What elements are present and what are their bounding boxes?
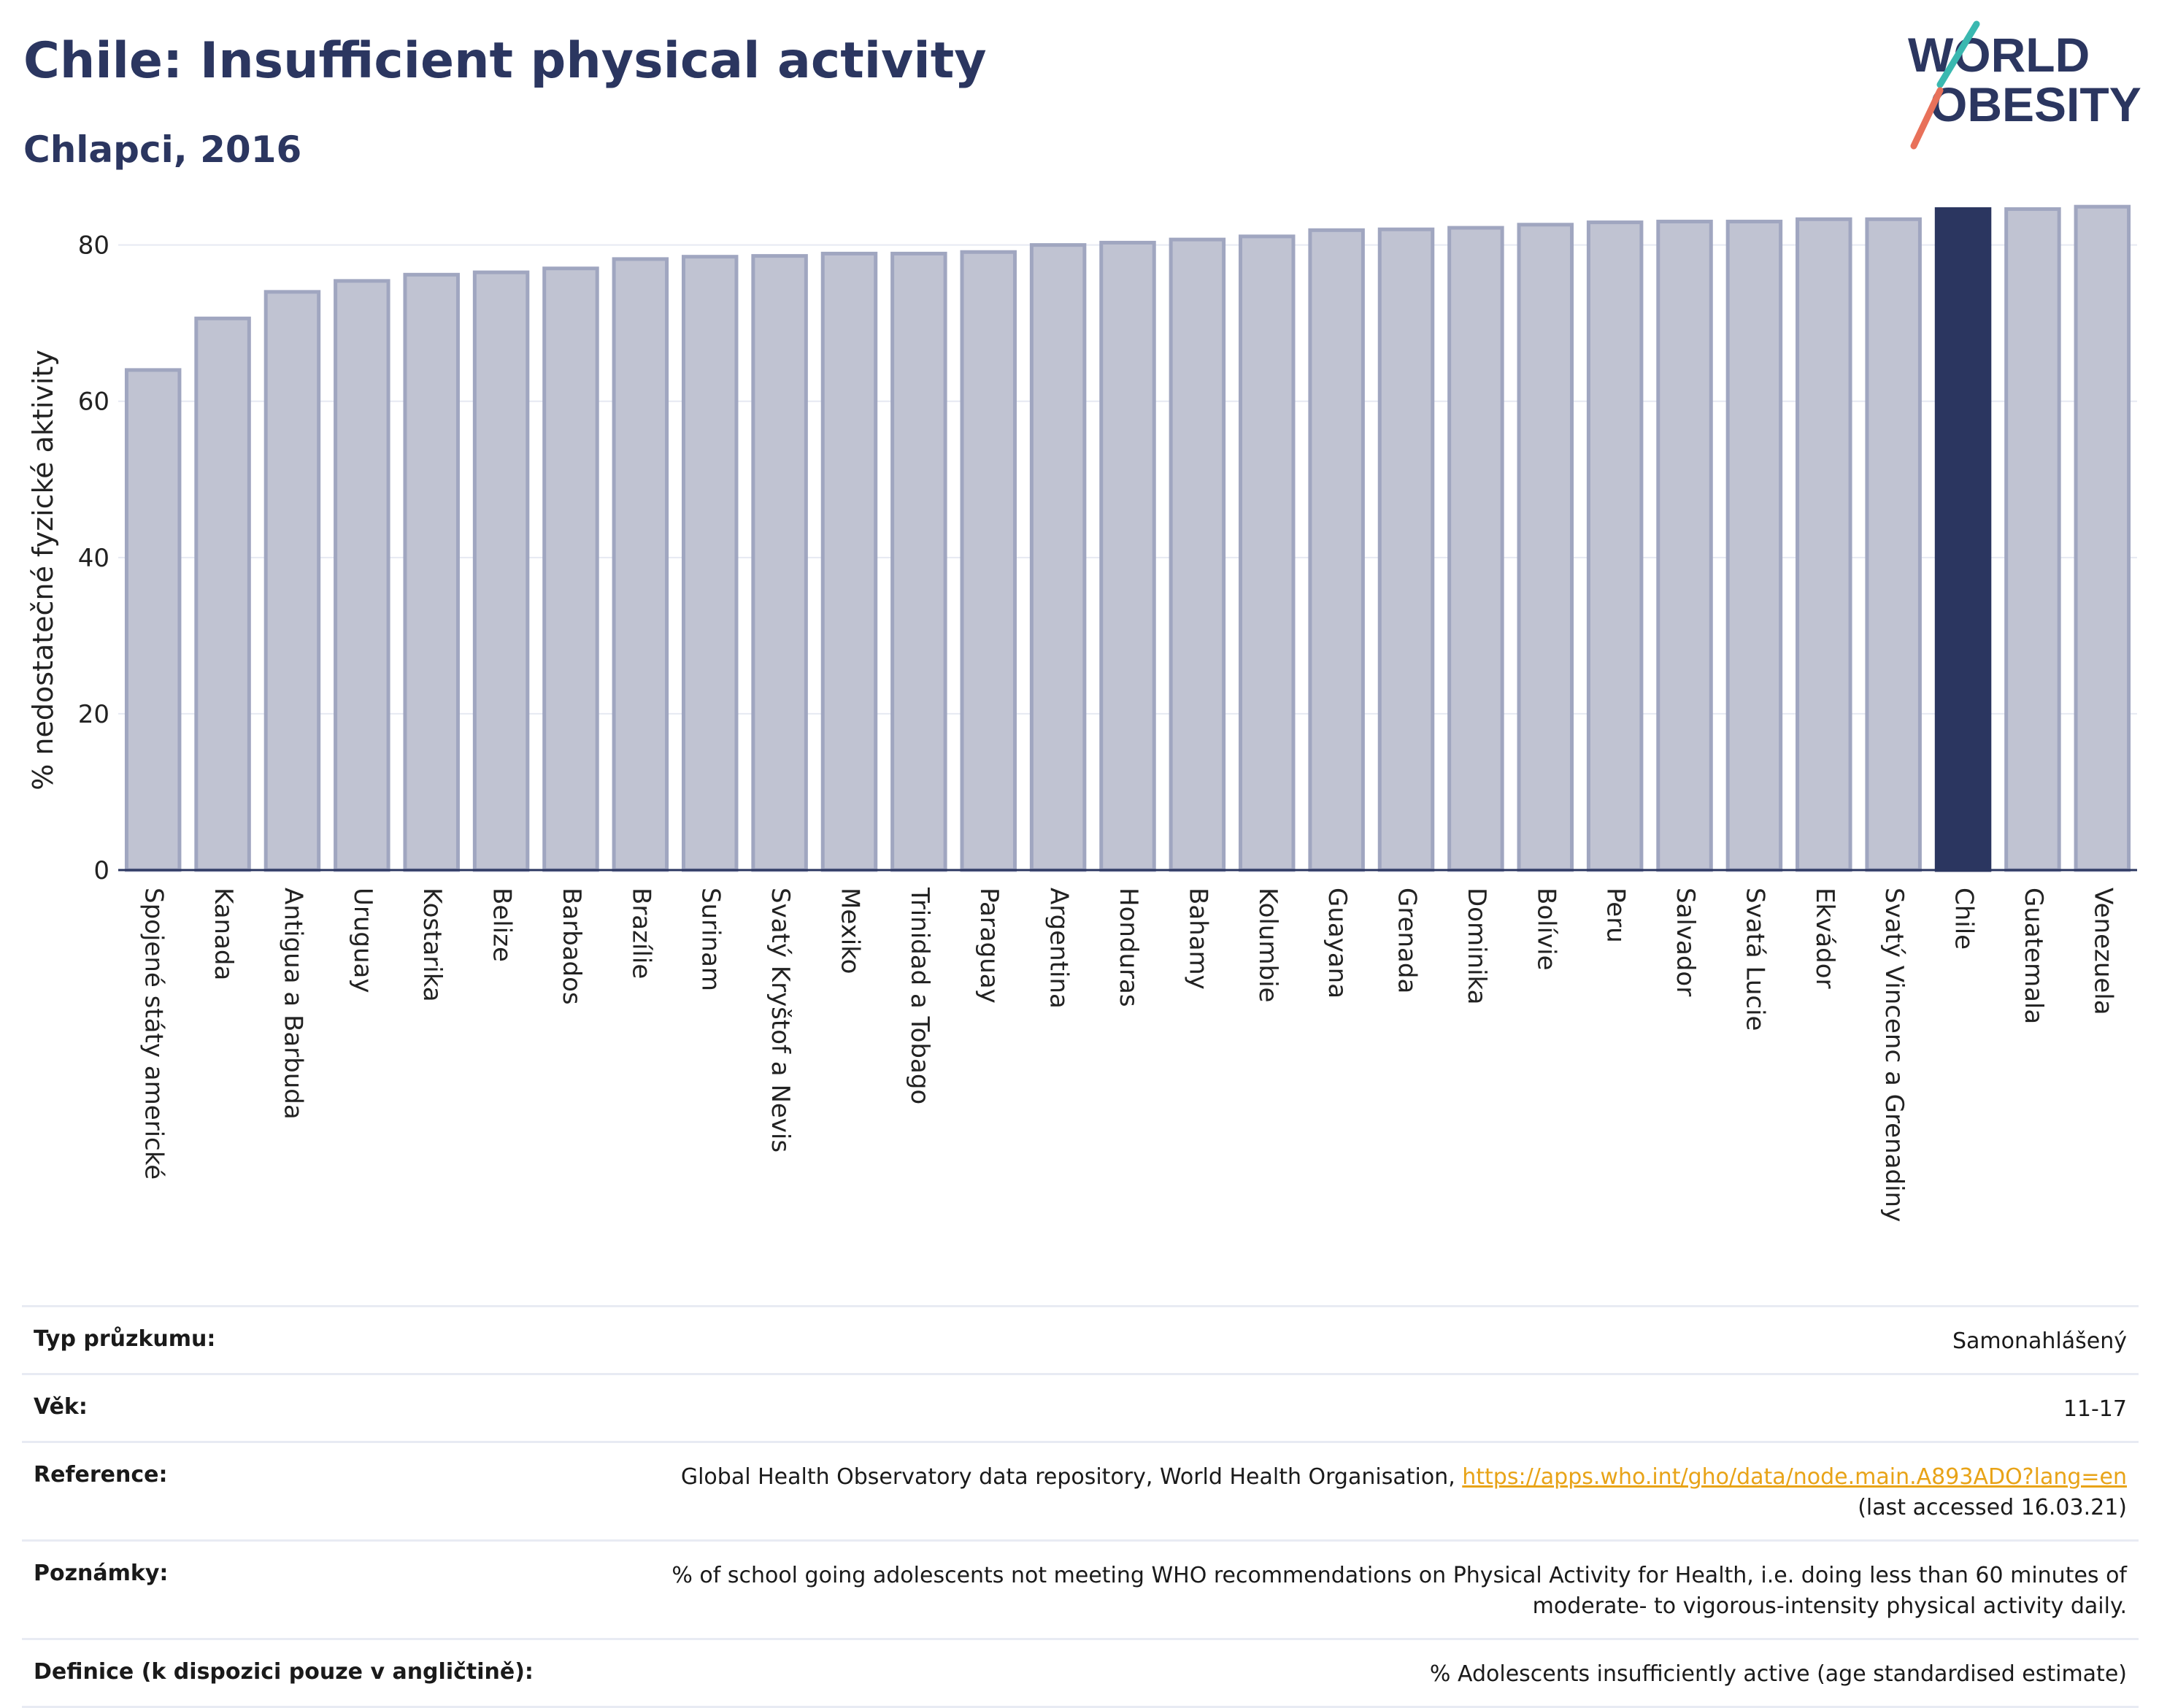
x-tick-label: Salvador: [1671, 888, 1700, 996]
bars: [124, 204, 2131, 872]
bar-chile: [1934, 207, 1992, 872]
bar-grenada: [1377, 227, 1435, 872]
logo-line1: WORLD: [1908, 28, 2090, 82]
bar-svatá-lucie: [1725, 220, 1783, 872]
bar-surinam: [681, 255, 739, 872]
logo-slash-teal: [1936, 20, 1980, 88]
x-tick-label: Kostarika: [417, 888, 447, 1002]
x-tick-label: Argentina: [1044, 888, 1074, 1009]
reference-accessed: (last accessed 16.03.21): [1858, 1495, 2127, 1520]
bar-guatemala: [2004, 207, 2061, 872]
logo-slash-coral: [1910, 87, 1944, 150]
bar-belize: [472, 270, 530, 872]
row-label: Typ průzkumu:: [34, 1326, 216, 1352]
bar-antigua-a-barbuda: [263, 290, 321, 872]
y-tick-label: 0: [93, 856, 109, 885]
y-axis-ticks: 0 20 40 60 80: [78, 231, 109, 885]
x-tick-label: Belize: [488, 888, 517, 962]
y-tick-label: 80: [78, 231, 109, 261]
bar-mexiko: [820, 251, 878, 872]
x-tick-label: Chile: [1950, 888, 1979, 950]
row-value: Samonahlášený: [1952, 1328, 2127, 1354]
x-tick-label: Peru: [1601, 888, 1631, 943]
x-tick-label: Honduras: [1114, 888, 1143, 1007]
y-tick-label: 60: [78, 388, 109, 417]
y-axis-label: % nedostatečné fyzické aktivity: [27, 350, 59, 790]
x-tick-label: Bolívie: [1531, 888, 1560, 971]
x-tick-label: Surinam: [696, 888, 726, 991]
bar-salvador: [1656, 220, 1713, 872]
page-subtitle: Chlapci, 2016: [23, 128, 302, 171]
reference-link[interactable]: https://apps.who.int/gho/data/node.main.…: [1462, 1464, 2127, 1490]
logo-line2: OBESITY: [1930, 77, 2141, 131]
row-age: Věk: 11-17: [22, 1373, 2139, 1441]
x-tick-label: Paraguay: [974, 888, 1004, 1004]
x-tick-label: Venezuela: [2088, 888, 2117, 1015]
bar-dominika: [1447, 226, 1504, 872]
x-tick-label: Bahamy: [1183, 888, 1212, 990]
row-definition: Definice (k dispozici pouze v angličtině…: [22, 1638, 2139, 1708]
bar-trinidad-a-tobago: [890, 251, 947, 872]
bar-honduras: [1099, 240, 1156, 872]
x-tick-label: Svatý Vincenc a Grenadiny: [1879, 888, 1909, 1222]
reference-text: Global Health Observatory data repositor…: [680, 1464, 1463, 1490]
bar-venezuela: [2074, 204, 2131, 872]
row-label: Reference:: [34, 1462, 168, 1488]
row-survey-type: Typ průzkumu: Samonahlášený: [22, 1305, 2139, 1373]
row-reference: Reference: Global Health Observatory dat…: [22, 1441, 2139, 1539]
y-tick-label: 20: [78, 700, 109, 729]
bar-bolívie: [1517, 223, 1574, 872]
x-axis-labels: Spojené státy americké Kanada Antigua a Ba…: [139, 887, 2118, 1222]
bar-barbados: [542, 266, 599, 872]
bar-chart: 0 20 40 60 80 Spojené státy americké Kanada An…: [27, 204, 2137, 1222]
page-title: Chile: Insufficient physical activity: [23, 32, 987, 90]
bar-peru: [1586, 220, 1644, 872]
bar-ekvádor: [1796, 217, 1852, 872]
row-label: Poznámky:: [34, 1561, 169, 1586]
info-table: Typ průzkumu: Samonahlášený Věk: 11-17 R…: [22, 1305, 2139, 1708]
row-value: 11-17: [2063, 1396, 2127, 1422]
row-value: % Adolescents insufficiently active (age…: [1429, 1661, 2127, 1687]
x-tick-label: Brazílie: [626, 888, 655, 979]
bar-kolumbie: [1239, 234, 1296, 872]
bar-brazílie: [612, 257, 669, 872]
x-tick-label: Spojené státy americké: [139, 888, 169, 1180]
x-tick-label: Kanada: [209, 888, 238, 980]
x-tick-label: Dominika: [1462, 888, 1491, 1004]
bar-svatý-kryštof-a-nevis: [751, 254, 808, 872]
x-tick-label: Svatá Lucie: [1740, 888, 1769, 1031]
bar-bahamy: [1169, 237, 1226, 872]
notes-line2: moderate- to vigorous-intensity physical…: [1532, 1593, 2127, 1619]
notes-line1: % of school going adolescents not meetin…: [671, 1563, 2127, 1588]
x-tick-label: Antigua a Barbuda: [278, 888, 307, 1120]
row-value: % of school going adolescents not meetin…: [671, 1561, 2127, 1622]
bar-paraguay: [960, 250, 1017, 872]
bar-kostarika: [403, 272, 460, 872]
x-tick-label: Barbados: [557, 888, 586, 1005]
bar-guayana: [1308, 228, 1365, 872]
row-label: Věk:: [34, 1394, 88, 1420]
bar-kanada: [194, 316, 251, 872]
x-tick-label: Grenada: [1393, 888, 1422, 993]
bar-svatý-vincenc-a-grenadiny: [1865, 217, 1922, 872]
x-tick-label: Kolumbie: [1253, 888, 1282, 1002]
x-tick-label: Mexiko: [835, 888, 864, 974]
bar-uruguay: [334, 279, 390, 872]
row-label: Definice (k dispozici pouze v angličtině…: [34, 1659, 534, 1685]
x-tick-label: Svatý Kryštof a Nevis: [766, 888, 795, 1153]
bar-spojené-státy-americké: [124, 368, 182, 872]
x-tick-label: Trinidad a Tobago: [905, 887, 934, 1104]
row-value: Global Health Observatory data repositor…: [681, 1462, 2127, 1523]
row-notes: Poznámky: % of school going adolescents …: [22, 1539, 2139, 1638]
x-tick-label: Uruguay: [348, 888, 377, 993]
world-obesity-logo: WORLD OBESITY: [1908, 20, 2141, 150]
bar-argentina: [1029, 243, 1087, 872]
x-tick-label: Guayana: [1323, 888, 1352, 999]
y-tick-label: 40: [78, 544, 109, 573]
x-tick-label: Ekvádor: [1810, 888, 1839, 989]
x-tick-label: Guatemala: [2019, 888, 2048, 1024]
